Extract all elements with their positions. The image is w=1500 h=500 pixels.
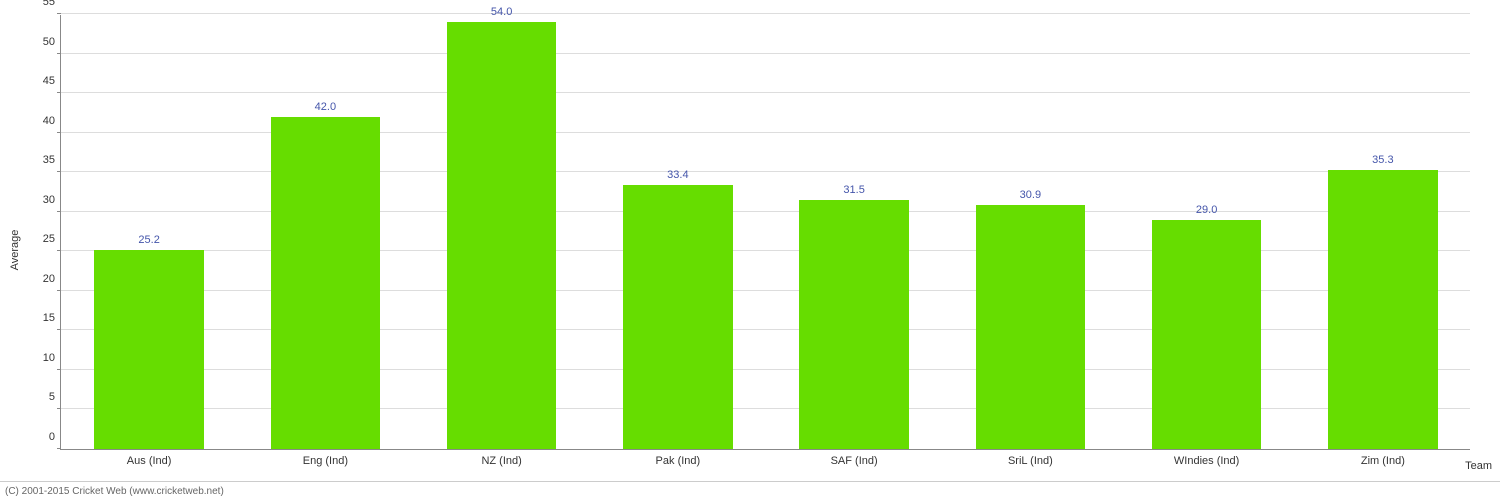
x-tick-label: SAF (Ind) <box>831 449 878 467</box>
y-tick-label: 45 <box>43 75 61 87</box>
y-tick-mark <box>57 13 61 14</box>
y-tick-label: 50 <box>43 36 61 48</box>
bar: 35.3 <box>1328 170 1437 449</box>
plot-area: 051015202530354045505525.2Aus (Ind)42.0E… <box>60 15 1470 450</box>
y-tick-label: 30 <box>43 194 61 206</box>
y-tick-mark <box>57 92 61 93</box>
bar-value-label: 35.3 <box>1372 154 1393 170</box>
x-tick-label: SriL (Ind) <box>1008 449 1053 467</box>
gridline <box>61 13 1470 14</box>
copyright-divider <box>0 481 1500 482</box>
bar: 30.9 <box>976 205 1085 449</box>
y-tick-mark <box>57 211 61 212</box>
bar-value-label: 25.2 <box>138 234 159 250</box>
bar-value-label: 30.9 <box>1020 189 1041 205</box>
x-tick-label: Zim (Ind) <box>1361 449 1405 467</box>
bar-value-label: 33.4 <box>667 169 688 185</box>
bar: 25.2 <box>94 250 203 449</box>
y-tick-label: 40 <box>43 115 61 127</box>
bar-value-label: 42.0 <box>315 101 336 117</box>
bar: 42.0 <box>271 117 380 449</box>
y-tick-mark <box>57 53 61 54</box>
y-axis-label: Average <box>9 230 21 271</box>
bar: 29.0 <box>1152 220 1261 449</box>
chart-container: 051015202530354045505525.2Aus (Ind)42.0E… <box>0 0 1500 500</box>
y-tick-mark <box>57 171 61 172</box>
y-tick-label: 10 <box>43 352 61 364</box>
gridline <box>61 92 1470 93</box>
x-tick-label: NZ (Ind) <box>481 449 521 467</box>
x-tick-label: Aus (Ind) <box>127 449 172 467</box>
y-tick-mark <box>57 369 61 370</box>
x-tick-label: Pak (Ind) <box>656 449 701 467</box>
x-axis-label: Team <box>1465 460 1492 472</box>
bar: 33.4 <box>623 185 732 449</box>
y-tick-mark <box>57 290 61 291</box>
x-tick-label: Eng (Ind) <box>303 449 348 467</box>
bar: 31.5 <box>799 200 908 449</box>
bar-value-label: 31.5 <box>843 184 864 200</box>
y-tick-mark <box>57 448 61 449</box>
y-tick-mark <box>57 250 61 251</box>
bar: 54.0 <box>447 22 556 449</box>
bar-value-label: 54.0 <box>491 6 512 22</box>
y-tick-label: 35 <box>43 154 61 166</box>
y-tick-mark <box>57 408 61 409</box>
y-tick-label: 25 <box>43 233 61 245</box>
y-tick-mark <box>57 329 61 330</box>
y-tick-label: 20 <box>43 273 61 285</box>
y-tick-label: 15 <box>43 312 61 324</box>
copyright-text: (C) 2001-2015 Cricket Web (www.cricketwe… <box>5 486 224 497</box>
y-tick-label: 55 <box>43 0 61 8</box>
y-tick-label: 0 <box>49 431 61 443</box>
y-tick-label: 5 <box>49 391 61 403</box>
y-tick-mark <box>57 132 61 133</box>
gridline <box>61 53 1470 54</box>
bar-value-label: 29.0 <box>1196 204 1217 220</box>
x-tick-label: WIndies (Ind) <box>1174 449 1239 467</box>
